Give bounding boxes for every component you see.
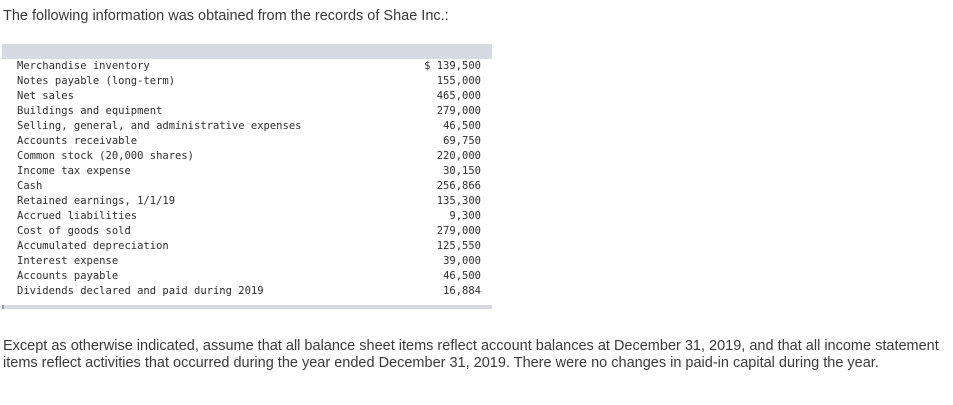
row-value: 30,150: [443, 165, 481, 177]
row-label: Dividends declared and paid during 2019: [17, 285, 264, 297]
row-label: Notes payable (long-term): [17, 75, 176, 87]
table-row: Buildings and equipment 279,000: [2, 104, 492, 119]
row-label: Net sales: [17, 90, 74, 102]
row-value: 279,000: [436, 225, 481, 237]
row-label: Retained earnings, 1/1/19: [17, 195, 176, 207]
closing-paragraph: Except as otherwise indicated, assume th…: [3, 338, 939, 371]
table-row: Net sales 465,000: [2, 89, 492, 104]
row-label: Accounts receivable: [17, 135, 138, 147]
table-row: Accounts payable 46,500: [2, 269, 492, 284]
row-value: 155,000: [436, 75, 481, 87]
row-value: 69,750: [443, 135, 481, 147]
row-label: Merchandise inventory: [17, 60, 150, 72]
row-value: 135,300: [436, 195, 481, 207]
table-row: Retained earnings, 1/1/19 135,300: [2, 194, 492, 209]
row-label: Common stock (20,000 shares): [17, 150, 195, 162]
row-value: 256,866: [436, 180, 481, 192]
row-value: 279,000: [436, 105, 481, 117]
row-value: 46,500: [443, 120, 481, 132]
row-value: $ 139,500: [424, 60, 481, 72]
row-label: Selling, general, and administrative exp…: [17, 120, 302, 132]
table-rows: Merchandise inventory $ 139,500 Notes pa…: [2, 59, 492, 299]
table-row: Accumulated depreciation 125,550: [2, 239, 492, 254]
row-value: 16,884: [443, 285, 481, 297]
table-row: Merchandise inventory $ 139,500: [2, 59, 492, 74]
row-value: 125,550: [436, 240, 481, 252]
row-label: Accumulated depreciation: [17, 240, 169, 252]
row-label: Cash: [17, 180, 43, 192]
table-row: Selling, general, and administrative exp…: [2, 119, 492, 134]
row-value: 46,500: [443, 270, 481, 282]
row-value: 9,300: [449, 210, 481, 222]
table-row: Dividends declared and paid during 2019 …: [2, 284, 492, 299]
row-label: Accounts payable: [17, 270, 119, 282]
table-footer-band: [2, 305, 492, 309]
table-row: Common stock (20,000 shares) 220,000: [2, 149, 492, 164]
table-row: Notes payable (long-term) 155,000: [2, 74, 492, 89]
row-label: Interest expense: [17, 255, 119, 267]
table-row: Cost of goods sold 279,000: [2, 224, 492, 239]
account-balances-table: Merchandise inventory $ 139,500 Notes pa…: [2, 44, 492, 309]
row-value: 39,000: [443, 255, 481, 267]
row-value: 465,000: [436, 90, 481, 102]
table-row: Cash 256,866: [2, 179, 492, 194]
row-label: Buildings and equipment: [17, 105, 163, 117]
table-row: Accrued liabilities 9,300: [2, 209, 492, 224]
table-row: Interest expense 39,000: [2, 254, 492, 269]
row-label: Accrued liabilities: [17, 210, 138, 222]
row-value: 220,000: [436, 150, 481, 162]
row-label: Income tax expense: [17, 165, 131, 177]
table-header-band: [2, 44, 492, 59]
row-label: Cost of goods sold: [17, 225, 131, 237]
table-row: Income tax expense 30,150: [2, 164, 492, 179]
table-row: Accounts receivable 69,750: [2, 134, 492, 149]
intro-text: The following information was obtained f…: [3, 8, 449, 24]
